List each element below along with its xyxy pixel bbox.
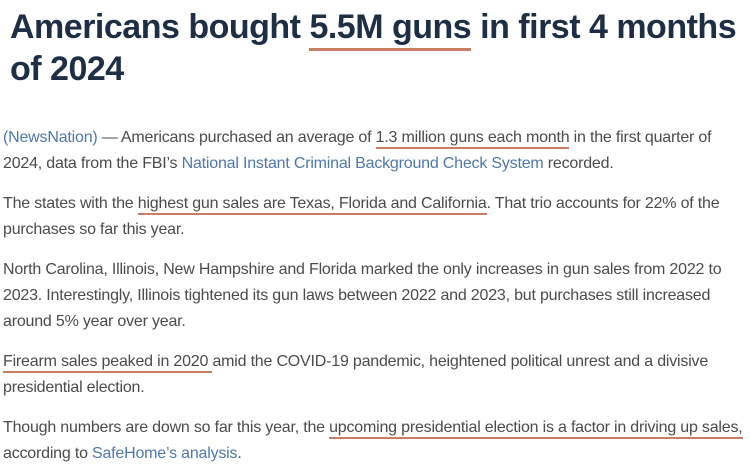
paragraph: (NewsNation) — Americans purchased an av… xyxy=(3,125,745,177)
text-segment: in first 4 months of 2024 xyxy=(10,8,737,88)
underlined-annotation-text: 5.5M guns xyxy=(309,8,472,51)
text-segment: North Carolina, Illinois, New Hampshire … xyxy=(3,261,722,330)
underlined-annotation-text: Firearm sales peaked in 2020 xyxy=(3,353,213,373)
paragraph: The states with the highest gun sales ar… xyxy=(3,191,745,243)
text-segment: . xyxy=(237,445,242,462)
text-segment: . That trio accounts for 22% of the purc… xyxy=(3,195,720,238)
underlined-annotation-text: highest gun sales are Texas, Florida and… xyxy=(137,195,487,215)
text-segment: The states with the xyxy=(3,195,138,212)
text-segment: Americans bought xyxy=(10,8,310,46)
underlined-annotation-text: upcoming presidential election is a fact… xyxy=(329,419,743,439)
text-segment: amid the COVID-19 pandemic, heightened p… xyxy=(3,353,709,396)
paragraph: Though numbers are down so far this year… xyxy=(3,415,745,467)
article-headline: Americans bought 5.5M guns in first 4 mo… xyxy=(3,6,745,90)
underlined-annotation-text: 1.3 million guns each month xyxy=(375,129,570,149)
article-body: (NewsNation) — Americans purchased an av… xyxy=(3,125,745,467)
newsnation-link[interactable]: (NewsNation) xyxy=(3,129,98,146)
safehome-analysis-link[interactable]: SafeHome’s analysis xyxy=(92,445,238,462)
text-segment: in the first quarter of 2024, data from … xyxy=(3,129,712,172)
nics-link[interactable]: National Instant Criminal Background Che… xyxy=(181,155,544,172)
paragraph: Firearm sales peaked in 2020 amid the CO… xyxy=(3,349,745,401)
paragraph: North Carolina, Illinois, New Hampshire … xyxy=(3,257,745,335)
text-segment: — Americans purchased an average of xyxy=(97,129,376,146)
text-segment: according to xyxy=(3,445,93,462)
text-segment: recorded. xyxy=(543,155,614,172)
text-segment: Though numbers are down so far this year… xyxy=(3,419,330,436)
